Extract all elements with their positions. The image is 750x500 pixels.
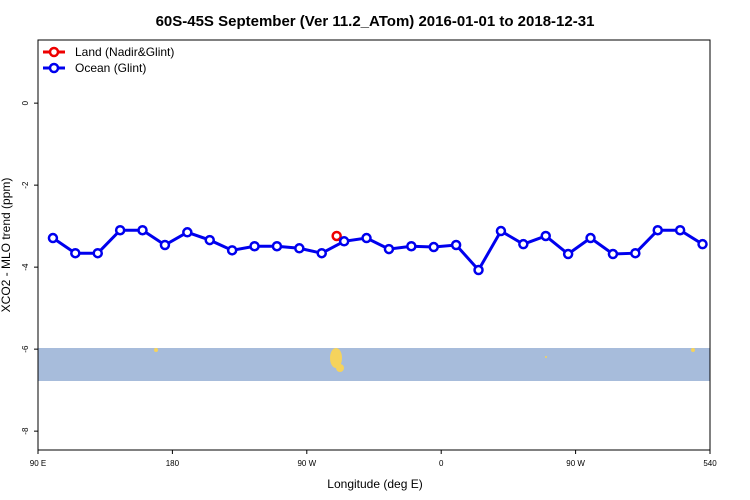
x-axis-label: Longitude (deg E): [327, 477, 422, 491]
data-point: [630, 247, 641, 259]
data-point: [607, 248, 619, 260]
data-point: [473, 264, 484, 276]
data-point: [114, 224, 126, 236]
legend-marker: [48, 46, 60, 58]
data-point: [450, 239, 462, 251]
x-tick-label: 180: [166, 459, 180, 468]
x-tick-label: 0: [439, 459, 444, 468]
x-tick-label: 90 W: [566, 459, 585, 468]
data-point: [137, 224, 148, 236]
data-point: [652, 224, 663, 236]
data-point: [271, 240, 283, 252]
x-tick-label: 90 W: [297, 459, 316, 468]
data-point: [518, 238, 529, 250]
y-tick-label: 0: [21, 100, 30, 105]
y-axis-label: XCO2 - MLO trend (ppm): [0, 178, 13, 313]
data-point: [316, 247, 327, 259]
data-point: [92, 247, 103, 259]
y-tick-label: -8: [21, 427, 30, 435]
data-point: [585, 232, 596, 244]
map-land: [154, 348, 695, 372]
data-point: [406, 240, 417, 252]
data-point: [249, 240, 260, 252]
data-point: [338, 236, 350, 247]
data-point: [70, 247, 81, 259]
data-point: [428, 241, 439, 253]
map-ocean-band: [38, 348, 710, 381]
y-tick-label: -2: [21, 181, 30, 189]
x-tick-label: 540: [703, 459, 717, 468]
data-point: [331, 230, 342, 242]
legend-label: Land (Nadir&Glint): [75, 45, 174, 59]
data-point: [383, 243, 395, 255]
data-point: [159, 239, 171, 251]
y-tick-label: -6: [21, 345, 30, 353]
data-point: [562, 248, 574, 260]
data-point: [182, 227, 193, 238]
data-point: [495, 225, 507, 237]
data-point: [294, 243, 305, 254]
x-tick-label: 90 E: [30, 459, 46, 468]
data-point: [47, 232, 59, 244]
data-point: [674, 224, 686, 236]
series-line: [52, 228, 704, 273]
data-point: [204, 234, 215, 246]
data-point: [361, 232, 372, 244]
data-point: [540, 230, 551, 242]
chart-title: 60S-45S September (Ver 11.2_ATom) 2016-0…: [156, 13, 595, 30]
plot-frame: [37, 39, 711, 451]
legend-label: Ocean (Glint): [75, 61, 146, 75]
data-point: [697, 238, 708, 250]
legend-marker: [48, 62, 60, 74]
y-tick-label: -4: [21, 263, 30, 271]
data-point: [226, 245, 238, 256]
